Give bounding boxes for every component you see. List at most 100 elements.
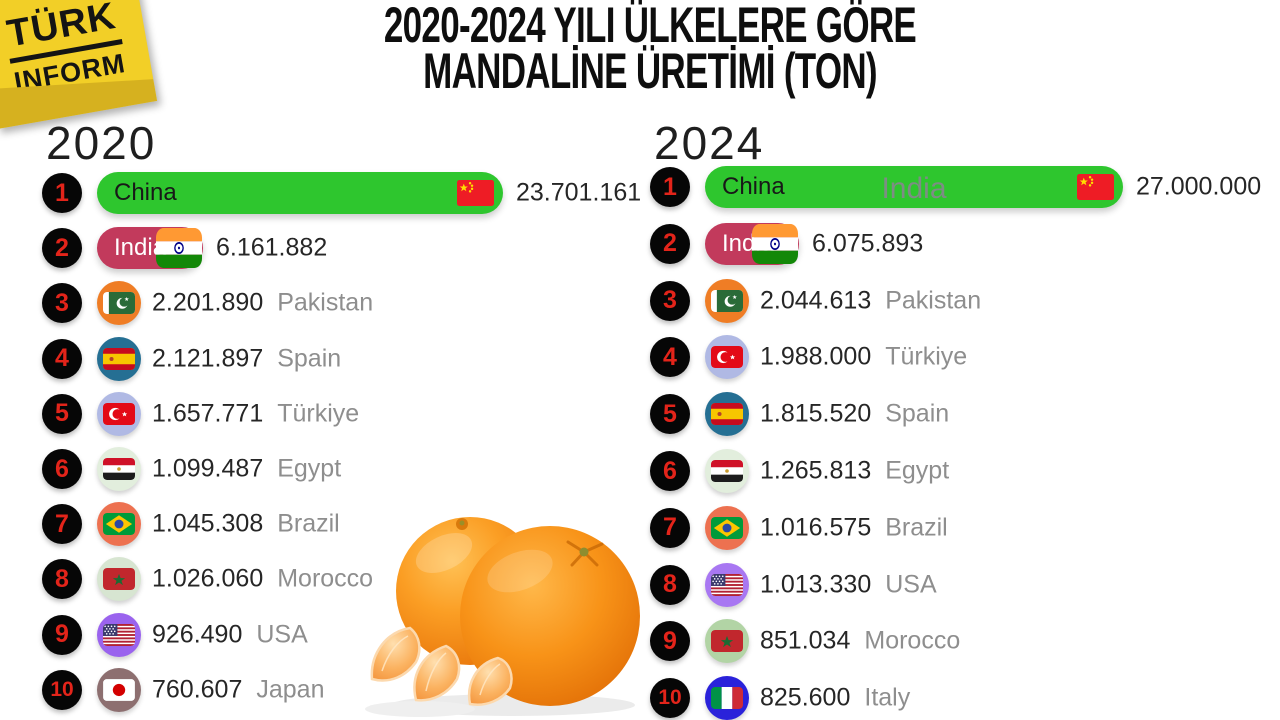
value-wrap: 760.607 Japan [152,675,325,704]
production-bar-china: China [97,172,503,214]
country-name: Pakistan [277,288,374,317]
rank-row-2024-3: 3 2.044.613 Pakistan [648,278,1280,323]
country-name: Türkiye [885,342,968,371]
country-name: Brazil [885,513,948,542]
turkiye-flag-badge [97,391,141,436]
title-line-1: 2020-2024 YILI ÜLKELERE GÖRE [383,0,917,53]
rank-row-2024-2: 2 India 6.075.893 [648,222,1280,266]
rank-row-2024-7: 7 1.016.575 Brazil [648,505,1280,550]
italy-flag-badge [705,676,749,720]
production-value: 1.988.000 [760,342,872,371]
country-name: Morocco [864,626,961,655]
rank-row-2024-5: 5 1.815.520 Spain [648,392,1280,437]
rank-row-2020-4: 4 2.121.897 Spain [40,336,640,381]
country-name: Egypt [277,454,342,483]
value-wrap: 6.075.893 [812,229,923,258]
ranking-column-2020: 2020 1 China 23.701.161 2 India 6.161.882 3 2.20… [40,120,641,720]
rank-badge: 8 [650,564,690,605]
spain-flag-badge [97,336,141,381]
mandarin-photo [365,517,640,717]
morocco-flag-badge [97,557,141,602]
rank-row-2020-5: 5 1.657.771 Türkiye [40,391,640,436]
spain-flag-icon [711,403,743,426]
usa-flag-badge [705,562,749,607]
mandarin-segment [467,656,513,706]
rank-badge: 6 [650,451,690,491]
logo-sticky-note: TÜRK INFORM [0,0,158,129]
japan-flag-badge [97,667,141,712]
rank-row-2020-8: 8 1.026.060 Morocco [40,557,640,602]
rank-badge: 9 [650,621,690,662]
morocco-flag-icon [711,630,743,653]
brazil-flag-badge [97,502,141,547]
production-value: 760.607 [152,675,243,704]
value-wrap: 6.161.882 [216,234,327,263]
rank-badge: 6 [42,449,82,489]
usa-flag-icon [711,573,743,596]
country-name: USA [885,570,937,599]
page-title: 2020-2024 YILI ÜLKELERE GÖRE MANDALİNE Ü… [10,0,1280,99]
country-name: Spain [277,344,342,373]
morocco-flag-icon [103,568,135,591]
usa-flag-icon [103,623,135,646]
egypt-flag-badge [705,449,749,493]
production-value: 1.657.771 [152,399,264,428]
value-wrap: 1.657.771 Türkiye [152,399,359,428]
china-flag [457,180,494,206]
mandarin-segment [413,644,461,702]
country-name: Türkiye [277,399,360,428]
title-line-2: MANDALİNE ÜRETİMİ (TON) [423,43,877,99]
rank-badge: 9 [42,614,82,655]
rank-badge: 4 [650,337,690,378]
pakistan-flag-icon [103,292,135,315]
rank-badge: 10 [42,669,82,710]
rank-badge: 2 [42,228,82,269]
value-wrap: 27.000.000 [1136,173,1261,202]
production-value: 926.490 [152,620,243,649]
rank-badge: 7 [650,507,690,548]
china-flag-icon [1077,174,1114,200]
year-heading-2024: 2024 [654,117,765,169]
spain-flag-icon [103,347,135,370]
country-name: Pakistan [885,286,982,315]
pakistan-flag-badge [705,278,749,323]
turkiye-flag-badge [705,335,749,380]
production-value: 2.044.613 [760,286,872,315]
rank-row-2024-10: 10 825.600 Italy [648,676,1280,720]
ranking-column-2024: 2024 1 India China 27.000.000 2 India 6.075.893… [648,117,1280,720]
rank-row-2020-9: 9 926.490 USA [40,612,640,657]
value-wrap: 1.045.308 Brazil [152,510,340,539]
brazil-flag-icon [711,516,743,539]
china-flag [1077,174,1114,200]
value-wrap: 1.026.060 Morocco [152,565,373,594]
value-wrap: 825.600 Italy [760,684,910,713]
usa-flag-badge [97,612,141,657]
rank-badge: 10 [650,678,690,719]
production-value: 1.016.575 [760,513,872,542]
rank-badge: 7 [42,504,82,545]
india-flag-icon [752,223,798,264]
value-wrap: 1.265.813 Egypt [760,457,949,486]
pakistan-flag-icon [711,289,743,312]
value-wrap: 2.201.890 Pakistan [152,289,373,318]
rank-row-2024-6: 6 1.265.813 Egypt [648,449,1280,493]
value-wrap: 2.121.897 Spain [152,344,341,373]
production-bar-china: India China [705,166,1123,208]
production-value: 1.045.308 [152,509,264,538]
rank-badge: 3 [42,283,82,324]
rank-badge: 2 [650,223,690,264]
production-bar-india: India [97,227,203,270]
rank-row-2020-3: 3 2.201.890 Pakistan [40,281,640,326]
rank-badge: 3 [650,280,690,321]
production-bar-india: India [705,222,799,265]
production-value: 2.201.890 [152,288,264,317]
value-wrap: 851.034 Morocco [760,627,960,656]
country-name: Spain [885,399,950,428]
mandarin-segment [370,626,421,682]
value-wrap: 1.988.000 Türkiye [760,343,967,372]
rank-badge: 4 [42,338,82,379]
country-name: Brazil [277,509,340,538]
production-value: 825.600 [760,683,851,712]
value-wrap: 1.016.575 Brazil [760,513,948,542]
production-value: 1.013.330 [760,570,872,599]
